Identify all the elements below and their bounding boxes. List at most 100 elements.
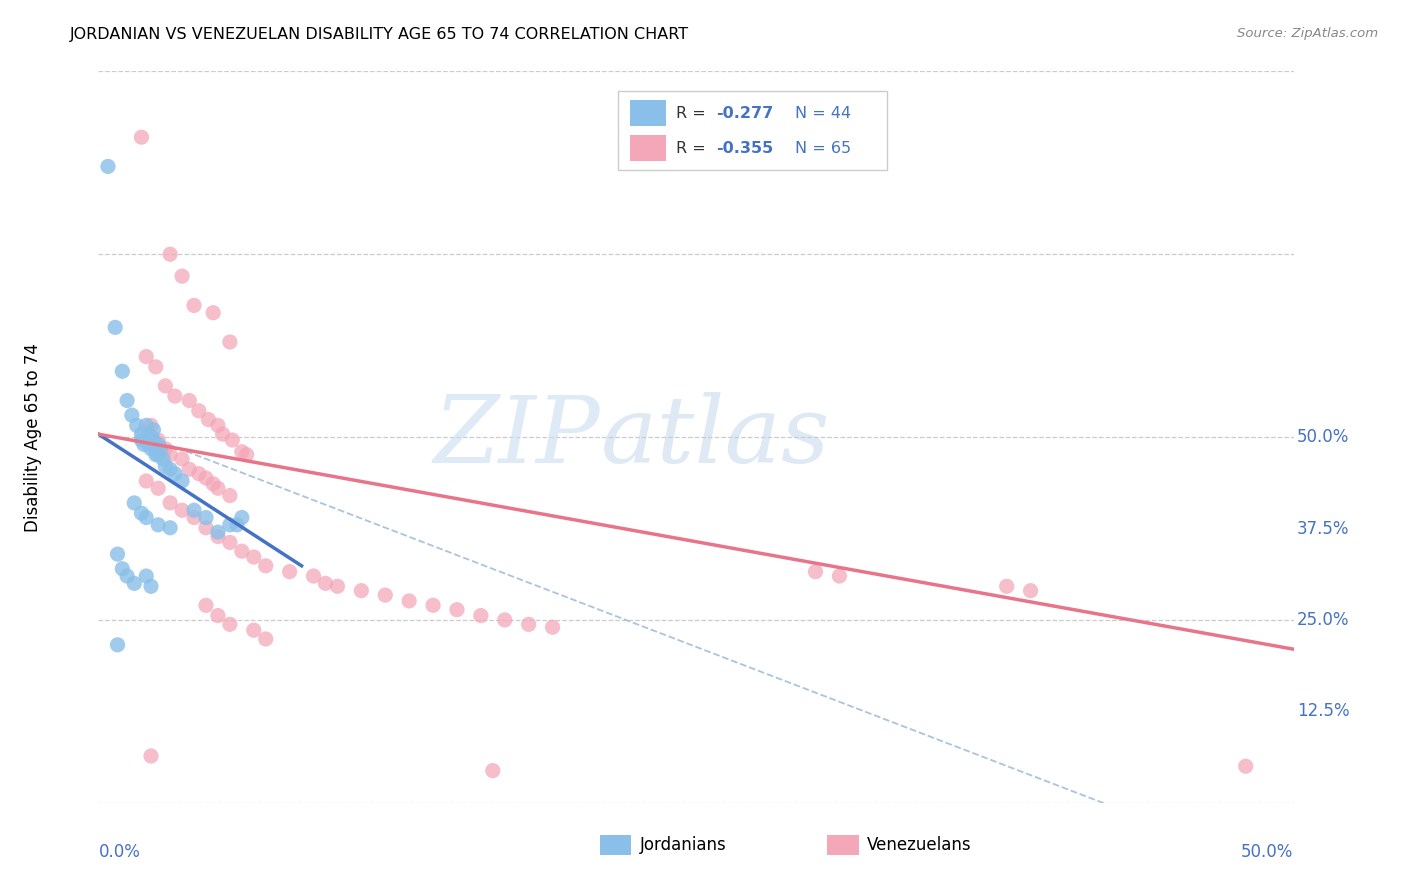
Point [197,412,219,426]
Point [172,269,194,284]
Point [235,448,257,462]
Point [152,452,174,467]
Point [243,549,266,564]
Point [148,437,170,451]
Text: Source: ZipAtlas.com: Source: ZipAtlas.com [1237,27,1378,40]
Point [207,481,229,495]
Point [517,617,540,632]
Text: 25.0%: 25.0% [1298,611,1350,629]
Text: N = 65: N = 65 [796,141,851,156]
Point [121,408,143,422]
Point [202,476,225,491]
Point [155,442,177,456]
Point [446,603,468,617]
FancyBboxPatch shape [619,91,887,170]
Point [231,444,253,458]
Point [187,403,209,417]
Point [219,617,242,632]
Point [326,579,349,593]
Point [219,334,242,349]
Point [111,562,134,576]
Point [202,306,225,320]
Point [226,517,249,532]
Point [159,521,181,535]
Point [131,433,153,447]
Point [207,530,229,544]
Text: -0.355: -0.355 [716,141,773,156]
Point [131,427,153,442]
Point [172,474,194,488]
Point [107,547,129,561]
Point [278,565,301,579]
Text: JORDANIAN VS VENEZUELAN DISABILITY AGE 65 TO 74 CORRELATION CHART: JORDANIAN VS VENEZUELAN DISABILITY AGE 6… [70,27,689,42]
Point [219,535,242,549]
Point [131,130,153,145]
Point [219,517,242,532]
Point [194,521,217,535]
Point [107,638,129,652]
Point [111,364,134,378]
Point [125,418,148,433]
Point [155,459,177,474]
Text: R =: R = [676,141,710,156]
Point [995,579,1018,593]
Point [97,160,120,174]
Point [155,379,177,393]
Point [194,599,217,613]
Point [1019,583,1042,598]
Point [135,418,157,433]
Point [163,467,186,481]
Text: 0.0%: 0.0% [98,843,141,861]
Point [148,481,170,495]
Point [131,506,153,520]
Point [231,544,253,558]
Point [183,510,205,524]
Point [159,496,181,510]
Point [315,576,337,591]
Point [139,579,162,593]
Point [481,764,505,778]
Point [159,462,181,476]
Point [135,569,157,583]
Point [183,298,205,312]
Point [145,359,167,374]
Point [138,427,160,442]
Point [541,620,564,634]
Point [135,350,157,364]
Point [302,569,325,583]
Bar [600,835,631,855]
Bar [827,835,859,855]
Point [172,503,194,517]
Point [194,510,217,524]
Point [115,569,138,583]
Point [187,467,209,481]
Point [254,632,277,646]
Point [104,320,127,334]
Text: 50.0%: 50.0% [1298,428,1350,446]
Point [207,608,229,623]
Point [374,588,396,602]
Point [231,510,253,524]
Text: atlas: atlas [600,392,830,482]
Point [148,517,170,532]
Point [183,503,205,517]
Point [135,474,157,488]
Point [145,442,167,456]
Point [139,418,162,433]
Point [211,427,233,442]
Point [179,462,201,476]
Point [142,433,165,447]
Point [145,448,167,462]
Point [804,565,827,579]
Point [254,558,277,573]
Point [494,613,516,627]
Point [179,393,201,408]
Point [207,525,229,540]
Text: R =: R = [676,105,710,120]
Point [124,576,146,591]
Point [139,749,162,764]
Text: N = 44: N = 44 [796,105,851,120]
Point [219,489,242,503]
Point [148,448,170,462]
Point [207,418,229,433]
